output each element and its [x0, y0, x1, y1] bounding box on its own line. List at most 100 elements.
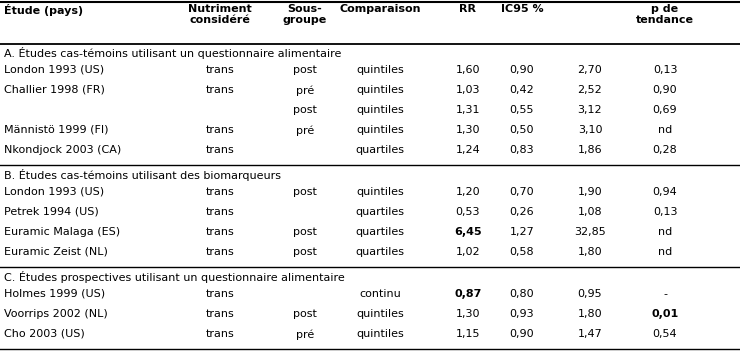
Text: 1,47: 1,47 — [578, 329, 602, 339]
Text: trans: trans — [206, 85, 235, 95]
Text: 1,08: 1,08 — [578, 207, 602, 217]
Text: trans: trans — [206, 247, 235, 257]
Text: nd: nd — [658, 125, 672, 135]
Text: trans: trans — [206, 309, 235, 319]
Text: 0,54: 0,54 — [653, 329, 677, 339]
Text: RR: RR — [460, 4, 477, 14]
Text: trans: trans — [206, 125, 235, 135]
Text: post: post — [293, 227, 317, 237]
Text: quintiles: quintiles — [356, 125, 404, 135]
Text: post: post — [293, 247, 317, 257]
Text: 0,13: 0,13 — [653, 65, 677, 75]
Text: Nkondjock 2003 (CA): Nkondjock 2003 (CA) — [4, 145, 121, 155]
Text: 1,80: 1,80 — [578, 247, 602, 257]
Text: 1,02: 1,02 — [456, 247, 480, 257]
Text: post: post — [293, 309, 317, 319]
Text: pré: pré — [296, 85, 314, 95]
Text: London 1993 (US): London 1993 (US) — [4, 187, 104, 197]
Text: Challier 1998 (FR): Challier 1998 (FR) — [4, 85, 105, 95]
Text: 0,70: 0,70 — [510, 187, 534, 197]
Text: pré: pré — [296, 125, 314, 135]
Text: pré: pré — [296, 329, 314, 339]
Text: quartiles: quartiles — [355, 227, 405, 237]
Text: 1,30: 1,30 — [456, 309, 480, 319]
Text: Euramic Malaga (ES): Euramic Malaga (ES) — [4, 227, 120, 237]
Text: 1,90: 1,90 — [578, 187, 602, 197]
Text: quintiles: quintiles — [356, 65, 404, 75]
Text: 0,93: 0,93 — [510, 309, 534, 319]
Text: Sous-: Sous- — [288, 4, 323, 14]
Text: 1,80: 1,80 — [578, 309, 602, 319]
Text: 1,20: 1,20 — [456, 187, 480, 197]
Text: trans: trans — [206, 289, 235, 299]
Text: 1,15: 1,15 — [456, 329, 480, 339]
Text: IC95 %: IC95 % — [501, 4, 543, 14]
Text: quintiles: quintiles — [356, 85, 404, 95]
Text: 1,31: 1,31 — [456, 105, 480, 115]
Text: 0,90: 0,90 — [510, 329, 534, 339]
Text: 0,28: 0,28 — [653, 145, 677, 155]
Text: trans: trans — [206, 207, 235, 217]
Text: 0,94: 0,94 — [653, 187, 677, 197]
Text: 32,85: 32,85 — [574, 227, 606, 237]
Text: 0,69: 0,69 — [653, 105, 677, 115]
Text: trans: trans — [206, 187, 235, 197]
Text: 0,50: 0,50 — [510, 125, 534, 135]
Text: 1,30: 1,30 — [456, 125, 480, 135]
Text: 1,27: 1,27 — [510, 227, 534, 237]
Text: post: post — [293, 105, 317, 115]
Text: 0,83: 0,83 — [510, 145, 534, 155]
Text: 0,87: 0,87 — [454, 289, 482, 299]
Text: post: post — [293, 187, 317, 197]
Text: quintiles: quintiles — [356, 329, 404, 339]
Text: trans: trans — [206, 227, 235, 237]
Text: 0,53: 0,53 — [456, 207, 480, 217]
Text: 1,60: 1,60 — [456, 65, 480, 75]
Text: trans: trans — [206, 329, 235, 339]
Text: 0,01: 0,01 — [651, 309, 679, 319]
Text: Petrek 1994 (US): Petrek 1994 (US) — [4, 207, 98, 217]
Text: trans: trans — [206, 65, 235, 75]
Text: 1,86: 1,86 — [578, 145, 602, 155]
Text: Holmes 1999 (US): Holmes 1999 (US) — [4, 289, 105, 299]
Text: considéré: considéré — [189, 15, 250, 25]
Text: 0,95: 0,95 — [578, 289, 602, 299]
Text: 6,45: 6,45 — [454, 227, 482, 237]
Text: 0,90: 0,90 — [510, 65, 534, 75]
Text: 3,10: 3,10 — [578, 125, 602, 135]
Text: trans: trans — [206, 145, 235, 155]
Text: Voorrips 2002 (NL): Voorrips 2002 (NL) — [4, 309, 108, 319]
Text: B. Études cas-témoins utilisant des biomarqueurs: B. Études cas-témoins utilisant des biom… — [4, 169, 281, 181]
Text: Männistö 1999 (FI): Männistö 1999 (FI) — [4, 125, 109, 135]
Text: 0,26: 0,26 — [510, 207, 534, 217]
Text: quartiles: quartiles — [355, 247, 405, 257]
Text: 2,70: 2,70 — [578, 65, 602, 75]
Text: -: - — [663, 289, 667, 299]
Text: C. Études prospectives utilisant un questionnaire alimentaire: C. Études prospectives utilisant un ques… — [4, 271, 345, 283]
Text: groupe: groupe — [283, 15, 327, 25]
Text: tendance: tendance — [636, 15, 694, 25]
Text: 0,58: 0,58 — [510, 247, 534, 257]
Text: 2,52: 2,52 — [578, 85, 602, 95]
Text: nd: nd — [658, 227, 672, 237]
Text: 1,03: 1,03 — [456, 85, 480, 95]
Text: 1,24: 1,24 — [456, 145, 480, 155]
Text: continu: continu — [359, 289, 401, 299]
Text: quartiles: quartiles — [355, 145, 405, 155]
Text: quintiles: quintiles — [356, 187, 404, 197]
Text: 0,55: 0,55 — [510, 105, 534, 115]
Text: 0,42: 0,42 — [510, 85, 534, 95]
Text: quintiles: quintiles — [356, 105, 404, 115]
Text: London 1993 (US): London 1993 (US) — [4, 65, 104, 75]
Text: Cho 2003 (US): Cho 2003 (US) — [4, 329, 85, 339]
Text: Euramic Zeist (NL): Euramic Zeist (NL) — [4, 247, 108, 257]
Text: quartiles: quartiles — [355, 207, 405, 217]
Text: Nutriment: Nutriment — [188, 4, 252, 14]
Text: nd: nd — [658, 247, 672, 257]
Text: Étude (pays): Étude (pays) — [4, 4, 83, 16]
Text: post: post — [293, 65, 317, 75]
Text: quintiles: quintiles — [356, 309, 404, 319]
Text: 0,90: 0,90 — [653, 85, 677, 95]
Text: 0,13: 0,13 — [653, 207, 677, 217]
Text: A. Études cas-témoins utilisant un questionnaire alimentaire: A. Études cas-témoins utilisant un quest… — [4, 47, 341, 59]
